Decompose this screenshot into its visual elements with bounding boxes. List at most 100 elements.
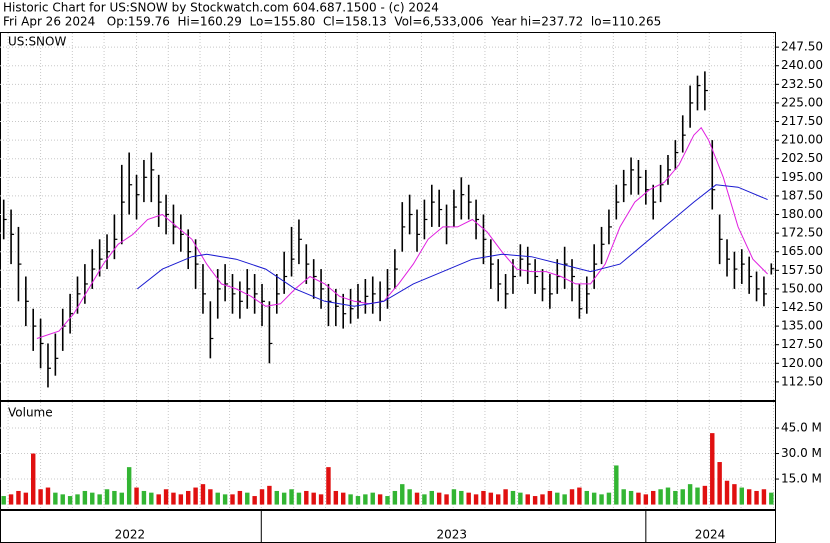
volume-bar <box>488 492 494 505</box>
volume-bar <box>90 492 95 505</box>
volume-bar <box>141 490 147 505</box>
volume-bar <box>156 494 161 505</box>
volume-bar <box>562 494 567 505</box>
volume-bar <box>318 494 324 505</box>
volume-bar <box>651 490 656 505</box>
volume-bar <box>134 487 139 505</box>
moving-average <box>136 184 768 307</box>
volume-bar <box>643 494 649 505</box>
volume-bar <box>119 492 124 505</box>
volume-bar <box>724 480 730 505</box>
volume-label: Volume <box>8 406 53 420</box>
volume-bar <box>296 492 302 505</box>
volume-bar <box>599 494 604 505</box>
volume-bar <box>208 489 213 505</box>
volume-bar <box>628 490 634 505</box>
volume-bar <box>451 489 457 505</box>
x-tick-label: 2024 <box>695 528 726 542</box>
volume-bar <box>746 489 752 505</box>
y-tick-label: 195.00 <box>781 170 823 184</box>
volume-frame <box>0 401 776 510</box>
volume-bar <box>23 492 29 505</box>
y-tick-label: 112.50 <box>781 374 823 388</box>
volume-bar <box>510 490 516 505</box>
y-tick-label: 127.50 <box>781 337 823 351</box>
volume-bar <box>569 489 575 505</box>
volume-bar <box>186 490 191 505</box>
volume-bar <box>584 490 589 505</box>
volume-bar <box>444 494 449 505</box>
y-tick-label: 120.00 <box>781 356 823 370</box>
volume-bar <box>436 492 442 505</box>
volume-bar <box>739 487 744 505</box>
volume-bar <box>326 467 331 505</box>
volume-bar <box>732 484 737 505</box>
y-tick-label: 232.50 <box>781 77 823 91</box>
volume-bar <box>82 490 88 505</box>
volume-bar <box>591 492 597 505</box>
volume-bar <box>702 485 708 505</box>
volume-bar <box>178 494 184 505</box>
y-tick-label: 15.0 M <box>781 472 822 486</box>
y-tick-label: 157.50 <box>781 263 823 277</box>
volume-bar <box>503 489 508 505</box>
volume-bar <box>289 489 294 505</box>
volume-bar <box>281 492 287 505</box>
volume-bar <box>754 490 759 505</box>
volume-bar <box>363 494 368 505</box>
volume-bar <box>171 492 176 505</box>
volume-bar <box>695 487 700 505</box>
volume-bar <box>355 496 361 505</box>
volume-bar <box>230 494 235 505</box>
y-tick-label: 135.00 <box>781 319 823 333</box>
volume-bar <box>16 490 21 505</box>
volume-bar <box>304 490 309 505</box>
volume-bar <box>687 484 693 505</box>
volume-bar <box>665 487 671 505</box>
volume-bar <box>104 489 110 505</box>
volume-bar <box>1 496 6 505</box>
y-tick-label: 172.50 <box>781 226 823 240</box>
y-tick-label: 30.0 M <box>781 446 822 460</box>
volume-bar <box>761 489 767 505</box>
volume-bar <box>392 490 398 505</box>
y-tick-label: 240.00 <box>781 58 823 72</box>
volume-bar <box>348 494 353 505</box>
volume-bar <box>769 492 774 505</box>
volume-bar <box>466 492 471 505</box>
x-tick-label: 2023 <box>436 528 467 542</box>
y-tick-label: 202.50 <box>781 151 823 165</box>
volume-bar <box>658 489 663 505</box>
volume-bar <box>532 496 538 505</box>
volume-bar <box>525 494 530 505</box>
volume-bar <box>38 489 43 505</box>
volume-bar <box>636 492 641 505</box>
volume-bar <box>193 487 198 505</box>
volume-bar <box>621 489 626 505</box>
volume-bar <box>400 484 405 505</box>
volume-bar <box>97 494 102 505</box>
header-title: Historic Chart for US:SNOW by Stockwatch… <box>3 1 439 15</box>
y-tick-label: 45.0 M <box>781 421 822 435</box>
y-tick-label: 247.50 <box>781 40 823 54</box>
volume-bar <box>311 492 316 505</box>
volume-bar <box>370 492 375 505</box>
volume-bar <box>614 465 619 505</box>
volume-bar <box>414 492 420 505</box>
volume-bar <box>555 492 560 505</box>
volume-bar <box>422 494 427 505</box>
moving-average <box>36 126 768 339</box>
volume-bar <box>163 489 169 505</box>
y-tick-label: 150.00 <box>781 281 823 295</box>
symbol-label: US:SNOW <box>8 35 66 49</box>
y-tick-label: 187.50 <box>781 188 823 202</box>
volume-bar <box>149 492 154 505</box>
volume-bar <box>606 492 612 505</box>
volume-bar <box>245 492 250 505</box>
volume-bar <box>112 490 117 505</box>
volume-bar <box>407 489 412 505</box>
volume-bar <box>8 494 14 505</box>
volume-bar <box>717 462 722 505</box>
